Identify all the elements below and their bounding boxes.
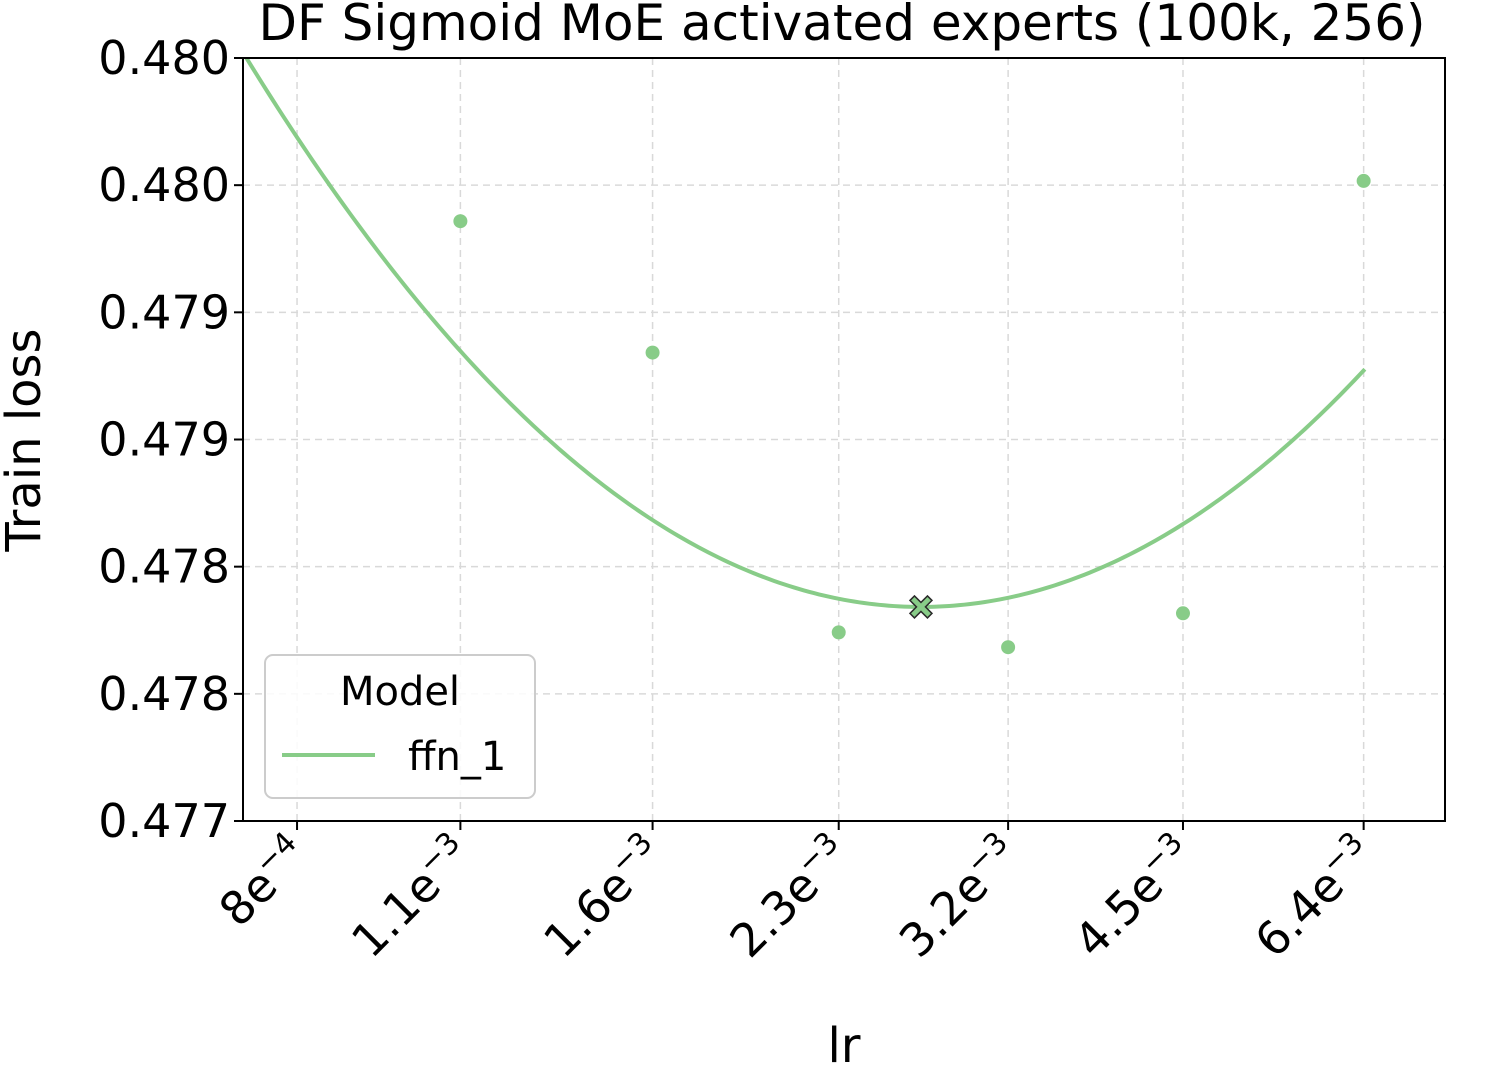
optimum-layer: [908, 594, 934, 619]
legend: Model ffn_1: [264, 654, 536, 799]
y-tick-label: 0.479: [98, 413, 230, 467]
x-tick-label: 3.2e−3: [887, 825, 1030, 968]
data-point: [1175, 606, 1190, 621]
legend-title: Model: [340, 669, 460, 715]
x-tick-label: 4.5e−3: [1062, 825, 1205, 968]
fit-curve-ffn-1: [244, 58, 1367, 609]
data-points-layer: [453, 173, 1371, 655]
y-axis-label: Train loss: [0, 328, 52, 552]
x-tick-label: 2.3e−3: [718, 825, 861, 968]
y-tick-label: 0.477: [98, 794, 230, 848]
x-axis-ticks: 8e−41.1e−31.6e−32.3e−33.2e−34.5e−36.4e−3: [209, 821, 1386, 968]
fit-curve-layer: [244, 58, 1367, 609]
y-tick-label: 0.478: [98, 540, 230, 594]
data-point: [1001, 640, 1016, 655]
y-tick-label: 0.480: [98, 31, 230, 85]
x-tick-label: 1.6e−3: [532, 825, 675, 968]
legend-box: [264, 654, 536, 799]
data-point: [645, 345, 660, 360]
x-axis-label: lr: [827, 1018, 860, 1074]
legend-label-ffn-1: ffn_1: [408, 734, 506, 780]
chart-title: DF Sigmoid MoE activated experts (100k, …: [258, 0, 1425, 52]
data-point: [453, 214, 468, 229]
data-point: [1356, 173, 1371, 188]
x-tick-label: 6.4e−3: [1243, 825, 1386, 968]
y-tick-label: 0.479: [98, 285, 230, 339]
optimum-marker: [908, 594, 934, 619]
y-tick-label: 0.478: [98, 667, 230, 721]
x-tick-label: 1.1e−3: [340, 825, 483, 968]
y-axis-ticks: 0.477 0.478 0.478 0.479 0.479 0.480 0.480: [98, 31, 243, 848]
data-point: [831, 625, 846, 640]
y-tick-label: 0.480: [98, 158, 230, 212]
